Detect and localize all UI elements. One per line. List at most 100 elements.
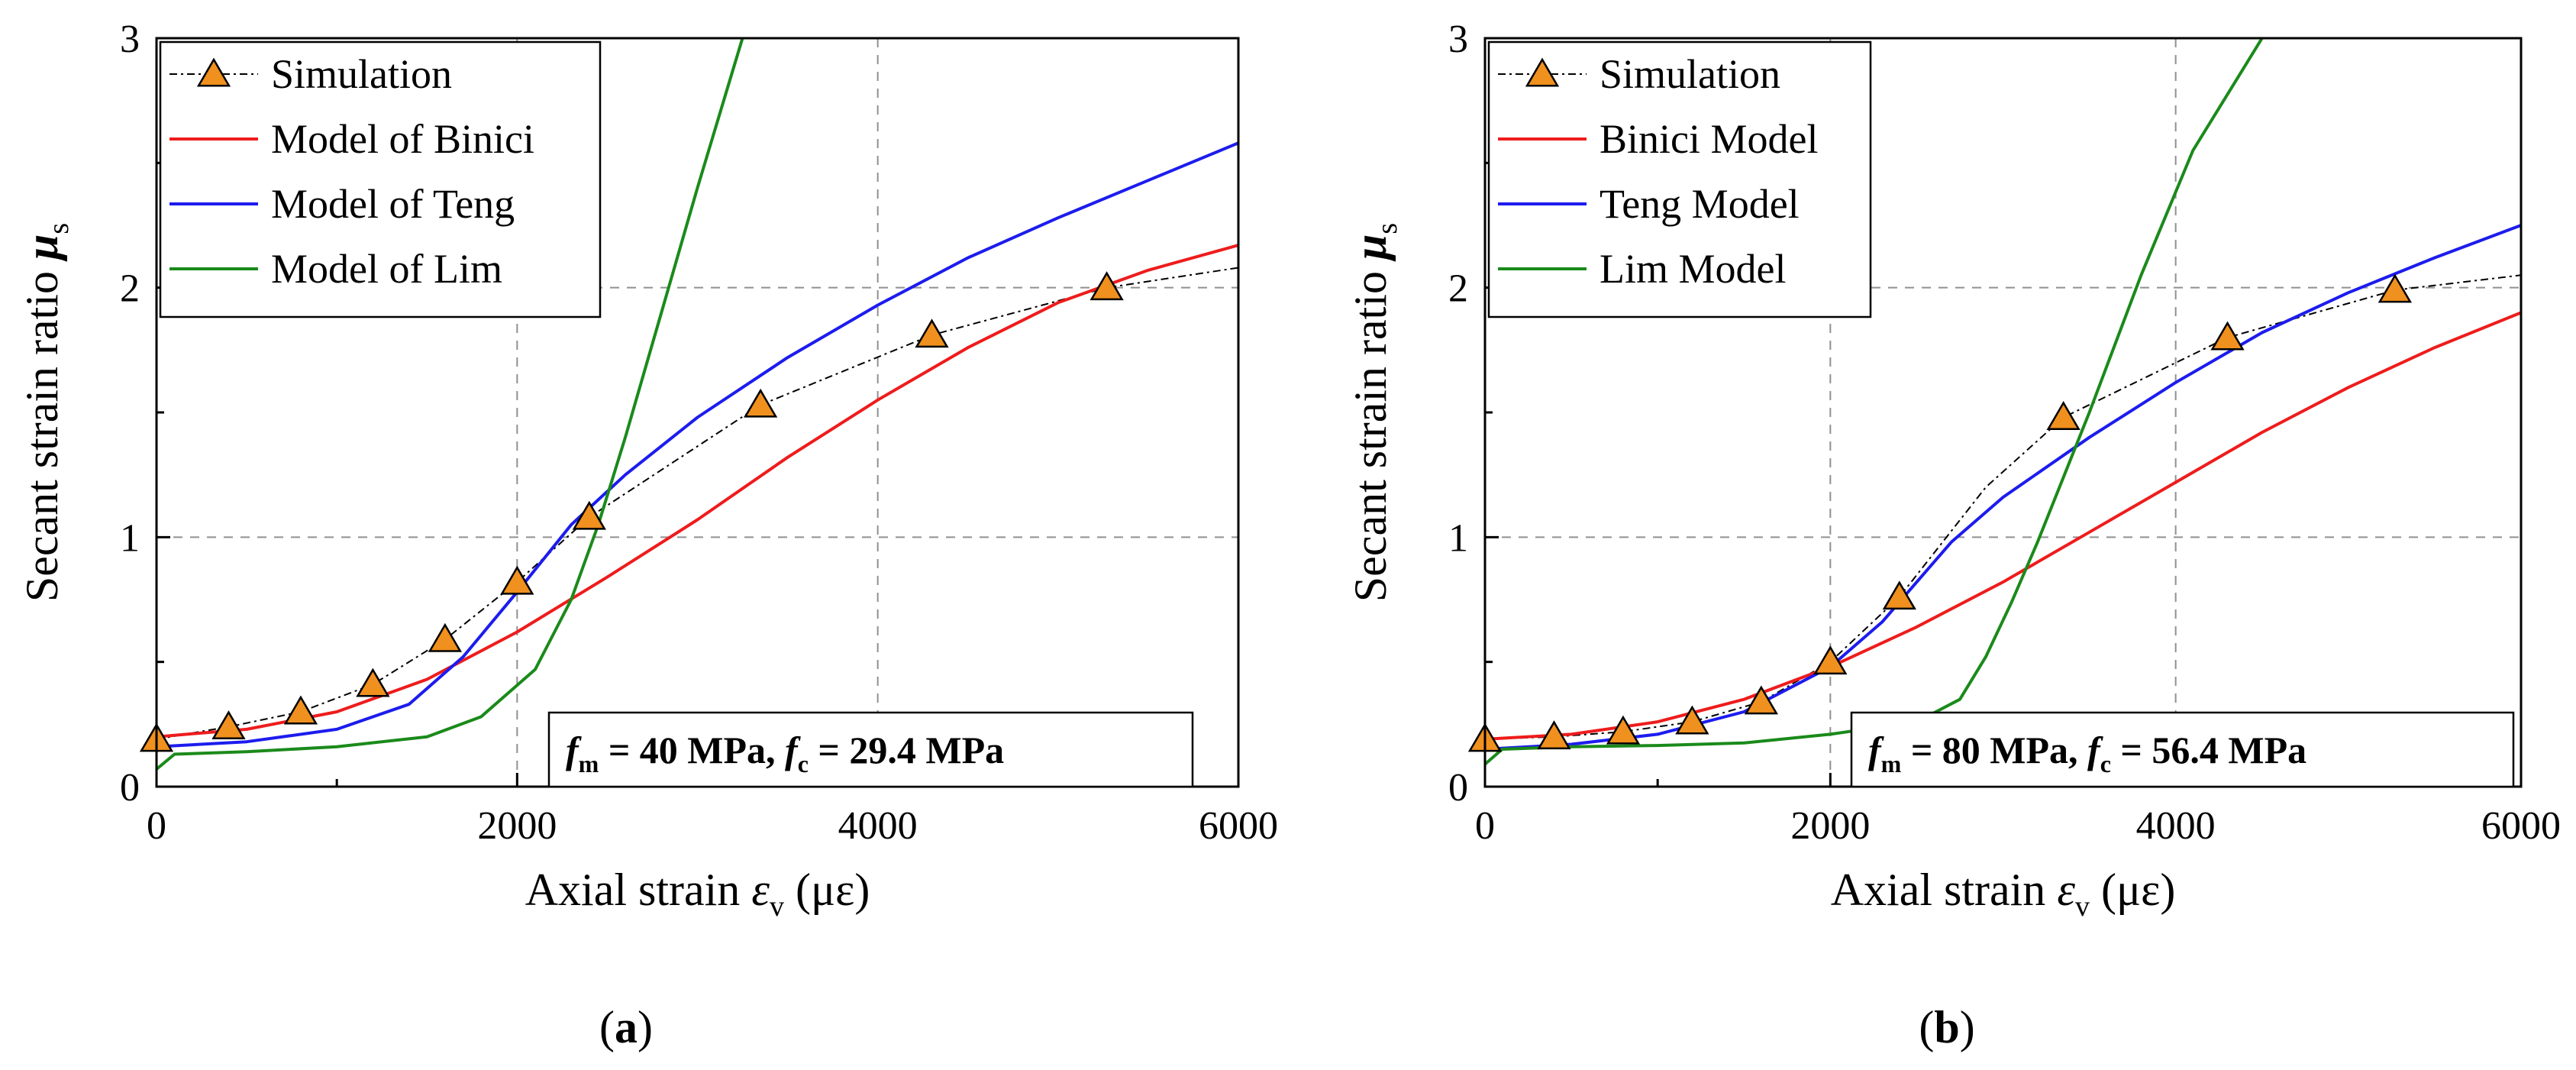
y-axis-label-main: Secant strain ratio <box>17 260 67 602</box>
x-axis-label-main: Axial strain <box>1831 865 2058 915</box>
y-tick-label: 1 <box>120 516 140 560</box>
y-axis-subscript: s <box>43 223 75 234</box>
x-axis-subscript: v <box>2075 891 2090 923</box>
annotation-text: fm = 40 MPa, fc = 29.4 MPa <box>566 729 1004 777</box>
series-line-teng-model <box>1485 224 2521 751</box>
series-line-model-of-lim <box>157 38 744 771</box>
data-point <box>1606 715 1641 745</box>
x-axis-label-main: Axial strain <box>525 865 752 915</box>
annotation-sub-c: c <box>2100 750 2111 777</box>
panel-label-letter: a <box>615 1002 638 1052</box>
y-tick-label: 2 <box>1448 267 1468 311</box>
y-tick-label: 3 <box>1448 18 1468 61</box>
data-point <box>1813 645 1848 675</box>
x-axis-label: Axial strain εv (με) <box>1831 865 2176 923</box>
data-point <box>211 710 246 740</box>
data-point <box>500 565 534 595</box>
data-point <box>1675 705 1709 735</box>
annotation-sub-m: m <box>579 750 599 777</box>
series-line-model-of-teng <box>157 141 1238 748</box>
data-point <box>2046 401 2080 430</box>
annotation-frame <box>1850 711 2515 788</box>
series-line-lim-model <box>1485 38 2264 766</box>
legend: Simulation Model of Binici Model of Teng Mo… <box>159 40 602 318</box>
x-tick-label: 2000 <box>477 804 557 848</box>
y-axis-symbol: μ <box>17 234 67 262</box>
legend-label: Teng Model <box>1600 181 1800 227</box>
annotation-sub-m: m <box>1881 750 1902 777</box>
annotation-value-fm: = 80 MPa, <box>1901 729 2087 771</box>
legend-label: Model of Teng <box>271 181 515 227</box>
series-line-simulation <box>157 267 1238 740</box>
x-tick-label: 2000 <box>1790 804 1870 848</box>
y-axis-symbol: μ <box>1345 234 1396 262</box>
panel-label-letter: b <box>1934 1002 1959 1052</box>
annotation-value-fc: = 56.4 MPa <box>2111 729 2306 771</box>
legend-label: Simulation <box>1600 51 1780 97</box>
chart-panel-b: 0 2000 4000 6000 0 1 2 3 Simulation Binici Model… <box>1345 18 2561 1052</box>
panel-label: (b) <box>1919 1002 1974 1052</box>
panel-label-open: ( <box>599 1002 615 1052</box>
x-tick-label: 0 <box>1475 804 1495 848</box>
data-point <box>2377 273 2413 303</box>
data-point <box>1089 271 1124 301</box>
y-axis-label: Secant strain ratio μs <box>17 223 75 602</box>
x-axis-label: Axial strain εv (με) <box>525 865 870 923</box>
data-point <box>744 388 778 418</box>
annotation-box: fm = 40 MPa, fc = 29.4 MPa <box>547 711 1194 788</box>
y-tick-label: 0 <box>1448 766 1468 810</box>
legend: Simulation Binici Model Teng Model Lim Mode… <box>1487 40 1872 318</box>
panel-label-close: ) <box>1960 1002 1975 1052</box>
x-tick-label: 6000 <box>1199 804 1278 848</box>
x-axis-subscript: v <box>770 891 784 923</box>
data-point <box>2210 321 2245 351</box>
data-point <box>1882 580 1916 610</box>
x-axis-symbol: ε <box>2057 865 2075 915</box>
x-tick-label: 0 <box>147 804 166 848</box>
y-tick-label: 3 <box>120 18 140 61</box>
panel-label: (a) <box>599 1002 653 1052</box>
legend-label: Simulation <box>271 51 452 97</box>
x-axis-symbol: ε <box>751 865 770 915</box>
annotation-text: fm = 80 MPa, fc = 56.4 MPa <box>1868 729 2306 777</box>
legend-label: Binici Model <box>1600 116 1818 162</box>
annotation-value-fc: = 29.4 MPa <box>809 729 1004 771</box>
x-axis-unit: (με) <box>784 865 870 915</box>
annotation-sub-c: c <box>798 750 809 777</box>
annotation-symbol-fc: f <box>2087 729 2103 771</box>
panel-label-close: ) <box>638 1002 653 1052</box>
data-point <box>428 622 462 652</box>
legend-frame <box>159 40 602 318</box>
data-point <box>1537 720 1571 750</box>
annotation-value-fm: = 40 MPa, <box>599 729 785 771</box>
y-tick-label: 2 <box>120 267 140 311</box>
x-tick-label: 4000 <box>2136 804 2216 848</box>
data-point <box>1744 685 1778 715</box>
annotation-symbol-fc: f <box>785 729 801 771</box>
y-tick-label: 1 <box>1448 516 1468 560</box>
y-axis-label: Secant strain ratio μs <box>1345 223 1403 602</box>
annotation-box: fm = 80 MPa, fc = 56.4 MPa <box>1850 711 2515 788</box>
x-tick-label: 6000 <box>2481 804 2561 848</box>
legend-frame <box>1487 40 1872 318</box>
y-tick-label: 0 <box>120 766 140 810</box>
data-point <box>356 668 390 697</box>
data-point <box>572 500 606 530</box>
annotation-symbol-fm: f <box>1868 729 1884 771</box>
legend-marker <box>196 57 231 87</box>
legend-label: Lim Model <box>1600 246 1786 292</box>
chart-panel-a: 0 2000 4000 6000 0 1 2 3 Simulation Model of Bin… <box>17 18 1278 1052</box>
series-line-model-of-binici <box>157 244 1238 739</box>
legend-label: Model of Binici <box>271 116 534 162</box>
y-axis-label-main: Secant strain ratio <box>1345 260 1396 602</box>
annotation-symbol-fm: f <box>566 729 582 771</box>
data-point <box>283 695 318 725</box>
panel-label-open: ( <box>1919 1002 1934 1052</box>
x-tick-label: 4000 <box>838 804 918 848</box>
series-line-binici-model <box>1485 311 2521 741</box>
series-line-simulation <box>1485 274 2521 740</box>
y-axis-subscript: s <box>1371 223 1403 234</box>
x-axis-unit: (με) <box>2090 865 2175 915</box>
legend-label: Model of Lim <box>271 246 502 292</box>
